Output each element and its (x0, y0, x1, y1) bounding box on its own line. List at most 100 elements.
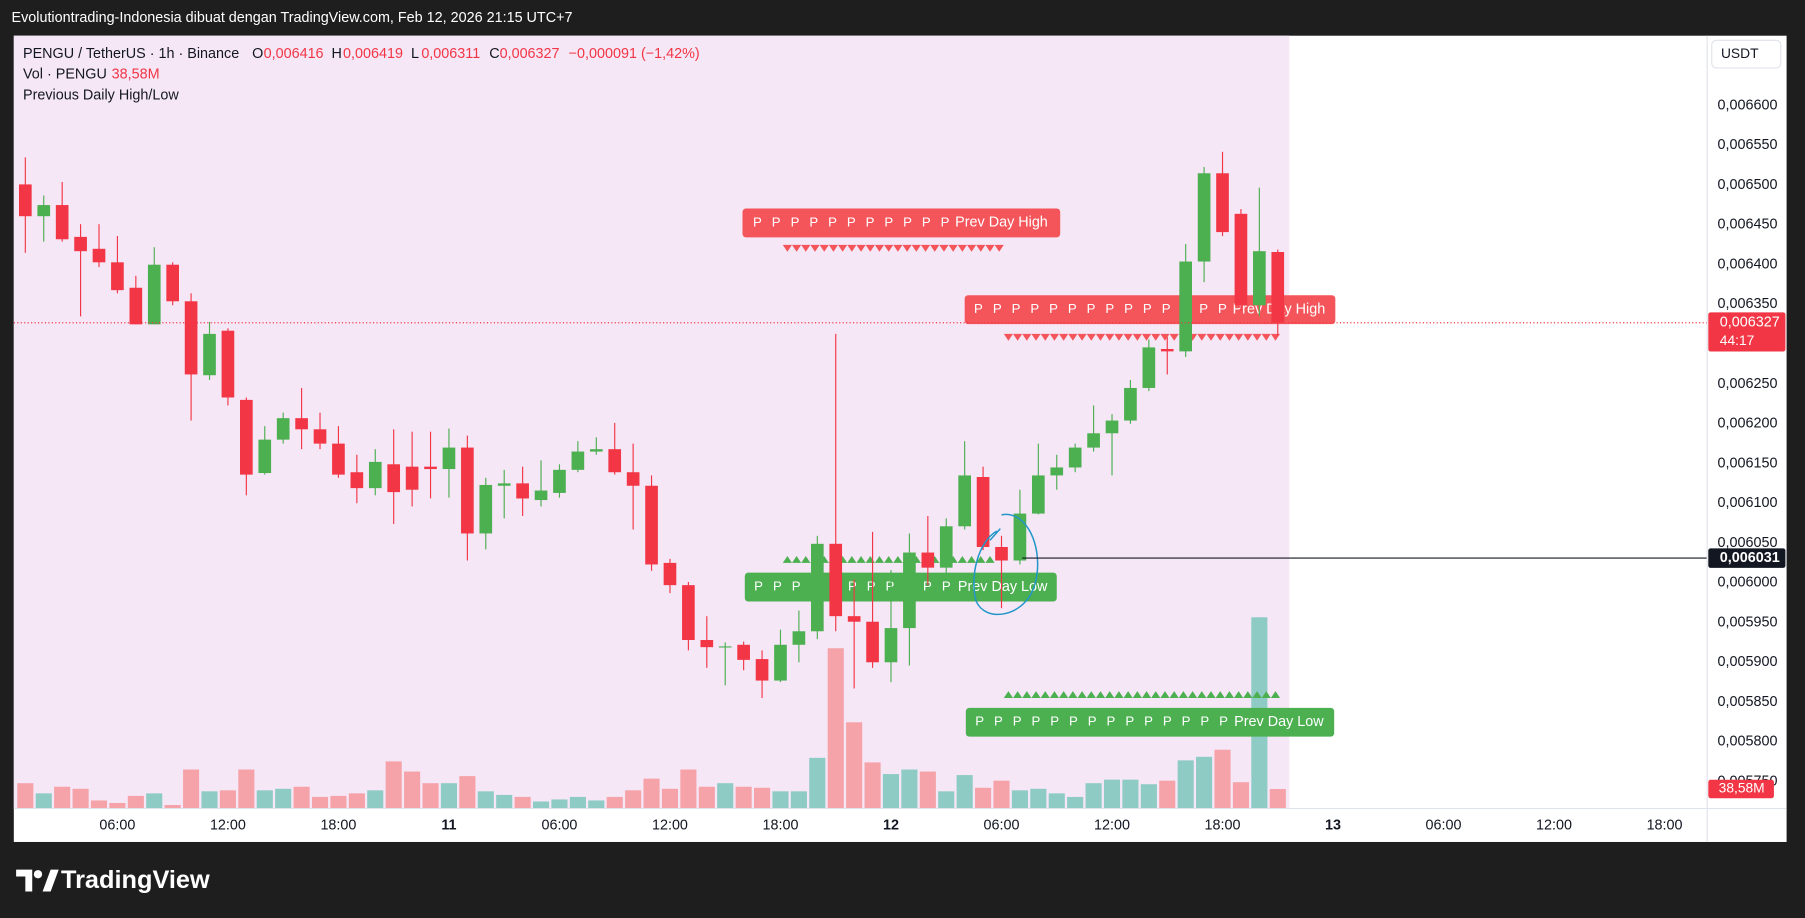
candle-body (332, 443, 345, 475)
candle-body (276, 418, 290, 440)
candle-body (534, 490, 548, 501)
candle-body (903, 552, 916, 629)
candle-body (221, 330, 235, 398)
volume-bar (901, 769, 918, 809)
candle-body (1013, 513, 1027, 561)
candle-body (368, 461, 382, 489)
candle-body (405, 466, 419, 490)
volume-bar (1269, 788, 1286, 809)
volume-bar (938, 791, 955, 809)
volume-bar (201, 791, 218, 809)
legend-value: 0,006416 (264, 46, 324, 62)
level-marker: P (941, 214, 950, 229)
candle-body (847, 616, 861, 622)
drawing-annotation (973, 513, 1039, 616)
y-tick-label: 0,006350 (1718, 296, 1778, 312)
y-tick-label: 0,005800 (1718, 734, 1778, 750)
level-line (1003, 333, 1281, 341)
volume-bar (735, 786, 752, 809)
level-line (782, 244, 1004, 252)
volume-bar (35, 793, 52, 809)
candle-body (147, 264, 161, 325)
volume-bar (1214, 749, 1231, 809)
level-marker: P (1163, 714, 1172, 729)
volume-bar (293, 786, 310, 809)
level-marker: P (1050, 714, 1059, 729)
volume-bar (975, 787, 992, 809)
candle-body (129, 287, 143, 325)
candle-body (737, 644, 750, 660)
candle-body (958, 475, 971, 527)
x-tick-label: 12 (883, 818, 899, 834)
crosshair-tag (1708, 548, 1786, 568)
logo-icon (42, 869, 59, 892)
volume-bar (477, 791, 494, 809)
volume-tag-label: 38,58M (1719, 780, 1765, 796)
level-marker: P (974, 301, 983, 316)
level-marker: P (1087, 301, 1096, 316)
volume-bar (164, 805, 181, 809)
last-price-tag (1708, 312, 1786, 352)
volume-bar (1159, 780, 1176, 809)
last-price-label: 0,006327 (1720, 315, 1780, 331)
currency[interactable]: USDT (1721, 45, 1759, 61)
indicator-name: Previous Daily High/Low (23, 87, 179, 103)
candle-body (1087, 433, 1100, 448)
level-marker: P (1107, 714, 1116, 729)
level-marker: P (922, 214, 931, 229)
volume-bar (827, 648, 844, 809)
volume-bar (643, 778, 660, 809)
volume-bar (864, 762, 881, 809)
level-marker: P (1199, 301, 1208, 316)
candle-body (1234, 213, 1248, 306)
level-marker: P (993, 301, 1002, 316)
volume-value: 38,58M (112, 67, 160, 83)
candle-body (74, 236, 87, 252)
level-marker: P (754, 579, 763, 594)
currency-button[interactable] (1711, 39, 1782, 69)
legend-value: 0,006419 (343, 46, 403, 62)
level-marker: P (1013, 714, 1022, 729)
symbol: PENGU / TetherUS · 1h · Binance (23, 46, 239, 62)
candle-body (1216, 173, 1229, 233)
volume-bar (54, 786, 71, 809)
candle-body (976, 477, 990, 547)
legend-value: 0,006327 (500, 46, 560, 62)
candle-body (1068, 447, 1082, 468)
candle-body (866, 621, 879, 663)
level-marker: P (903, 214, 912, 229)
volume-bar (330, 795, 347, 809)
candle-body (1105, 420, 1119, 434)
candle-body (1197, 173, 1211, 262)
volume-bar (625, 790, 642, 809)
candle-body (55, 205, 69, 240)
level-label-box (965, 707, 1335, 737)
axis-layer: 0,0057500,0058000,0058500,0059000,005950… (99, 97, 1777, 833)
candle-body (829, 543, 843, 617)
overlay-layer (13, 322, 1708, 559)
candle-body (1253, 251, 1266, 306)
session-background (13, 35, 1290, 809)
volume-bar (146, 793, 163, 809)
y-tick-label: 0,006600 (1718, 97, 1778, 113)
volume-bar (1177, 760, 1194, 809)
volume-bar (348, 793, 365, 809)
candle-layer (18, 151, 1285, 699)
volume-bar (109, 802, 126, 809)
level-marker: P (1030, 301, 1039, 316)
y-tick-label: 0,006550 (1718, 137, 1778, 153)
volume-bar (1030, 788, 1047, 809)
level-marker: P (773, 579, 782, 594)
candle-body (700, 640, 714, 648)
volume-bar (1085, 783, 1102, 809)
candle-body (884, 628, 898, 663)
candle-body (442, 447, 456, 470)
level-marker: P (1049, 301, 1058, 316)
candle-body (774, 644, 787, 681)
candle-body (1271, 251, 1285, 323)
level-marker: P (753, 214, 762, 229)
candle-body (313, 429, 327, 444)
candle-body (663, 562, 677, 586)
volume-bar (311, 796, 329, 809)
candle-body (479, 484, 493, 534)
